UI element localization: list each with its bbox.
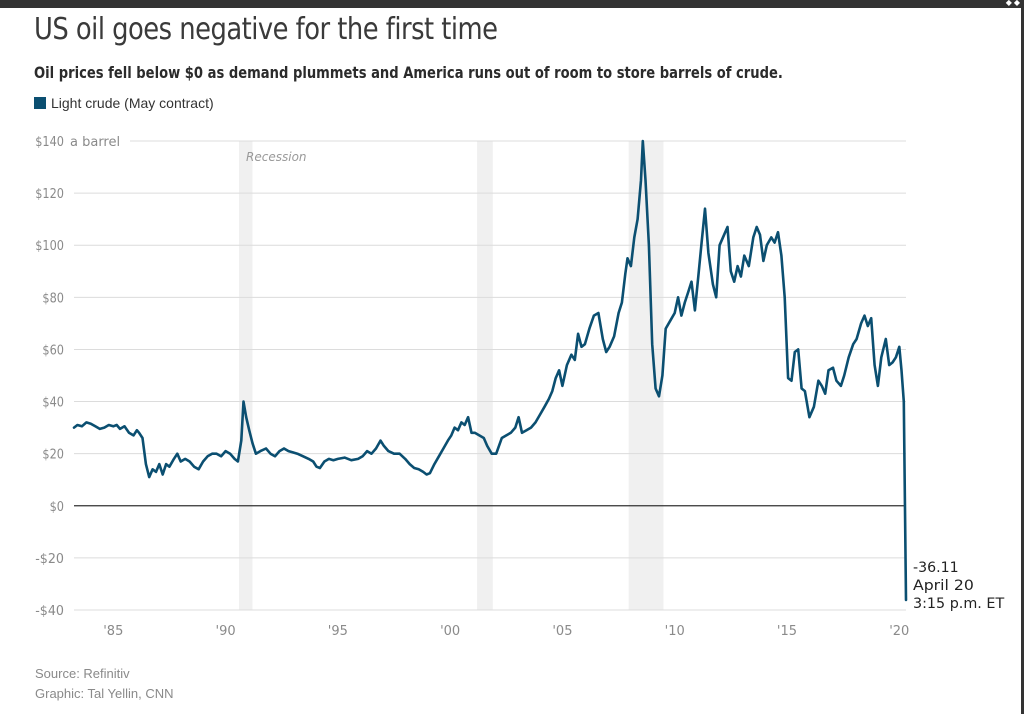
y-axis-ticks: $140 a barrel $120 $100 $80 $60 $40 $20 $0 -$20 -$… <box>35 135 120 619</box>
x-tick-label: '90 <box>216 624 236 639</box>
source-note: Source: Refinitiv <box>35 666 130 681</box>
x-tick-label: '95 <box>328 624 348 639</box>
recession-bands: Recession <box>239 141 664 610</box>
recession-label: Recession <box>246 150 306 164</box>
window-right-edge <box>1021 8 1024 714</box>
recession-band <box>628 141 664 610</box>
y-tick-label: $120 <box>35 187 64 202</box>
x-tick-label: '15 <box>777 624 797 639</box>
y-tick-label: $140 <box>35 135 64 150</box>
credit-note: Graphic: Tal Yellin, CNN <box>35 686 174 701</box>
recession-band <box>477 141 493 610</box>
series-layer <box>72 139 908 602</box>
y-tick-label: $0 <box>50 500 64 515</box>
x-tick-label: '10 <box>665 624 685 639</box>
chart-subtitle: Oil prices fell below $0 as demand plumm… <box>34 63 783 82</box>
y-tick-label: -$40 <box>35 604 64 619</box>
window-controls-icon[interactable]: ◆◆ <box>1005 0 1022 7</box>
recession-band <box>239 141 253 610</box>
chart-title: US oil goes negative for the first time <box>34 12 498 47</box>
y-tick-label: $20 <box>42 448 64 463</box>
footer: Source: Refinitiv Graphic: Tal Yellin, C… <box>35 664 174 704</box>
annotation-value: -36.11 <box>913 560 959 576</box>
legend-swatch-icon <box>34 97 46 109</box>
annotation-time: 3:15 p.m. ET <box>913 596 1005 612</box>
window-top-bar: ◆◆ <box>0 0 1024 8</box>
y-tick-label: $60 <box>42 343 64 358</box>
y-tick-label: $100 <box>35 239 64 254</box>
legend: Light crude (May contract) <box>34 95 214 111</box>
y-tick-label: $80 <box>42 291 64 306</box>
annotation-date: April 20 <box>913 578 974 594</box>
y-unit-label: a barrel <box>70 135 120 150</box>
y-tick-label: -$20 <box>35 552 64 567</box>
x-tick-label: '85 <box>103 624 123 639</box>
x-tick-label: '05 <box>552 624 572 639</box>
x-tick-label: '20 <box>889 624 909 639</box>
legend-label: Light crude (May contract) <box>51 95 214 111</box>
y-tick-label: $40 <box>42 396 64 411</box>
annotation-layer: -36.11 April 20 3:15 p.m. ET <box>913 560 1005 612</box>
price-line <box>72 139 908 602</box>
x-tick-label: '00 <box>440 624 460 639</box>
x-axis-ticks: '85 '90 '95 '00 '05 '10 '15 '20 <box>103 624 909 639</box>
